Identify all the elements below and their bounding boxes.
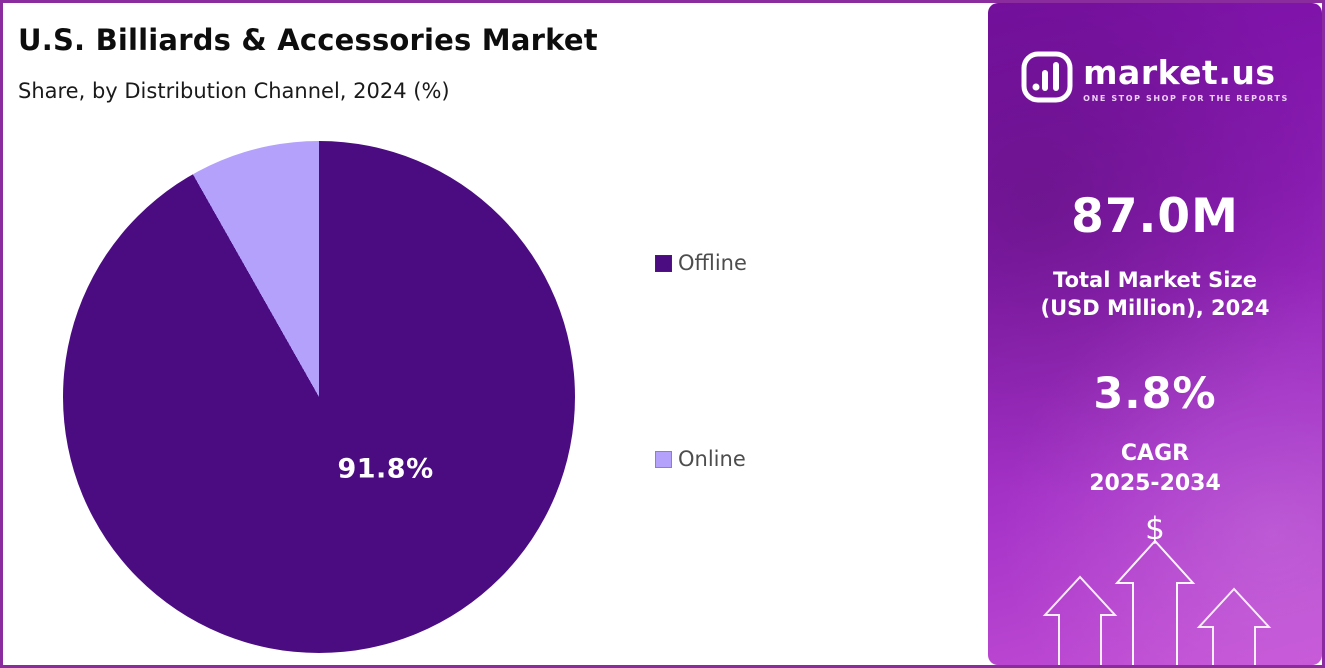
- page-title: U.S. Billiards & Accessories Market: [18, 23, 598, 57]
- market-size-label-line1: Total Market Size: [1053, 268, 1257, 292]
- pie-chart: 91.8%: [63, 141, 575, 653]
- cagr-label-line1: CAGR: [1120, 441, 1190, 466]
- market-size-value: 87.0M: [1071, 189, 1239, 244]
- stats-sidebar: market.us ONE STOP SHOP FOR THE REPORTS …: [988, 3, 1322, 665]
- chart-panel: U.S. Billiards & Accessories Market Shar…: [3, 3, 988, 665]
- dollar-icon: $: [1145, 511, 1165, 547]
- page-subtitle: Share, by Distribution Channel, 2024 (%): [18, 79, 450, 103]
- brand-logo: market.us ONE STOP SHOP FOR THE REPORTS: [988, 51, 1322, 107]
- market-size-label-line2: (USD Million), 2024: [1040, 296, 1270, 321]
- pie-data-label: 91.8%: [337, 453, 434, 485]
- cagr-label-line2: 2025-2034: [1089, 470, 1221, 496]
- brand-text: market.us ONE STOP SHOP FOR THE REPORTS: [1083, 56, 1289, 103]
- legend-label-online: Online: [678, 447, 746, 471]
- cagr-label: CAGR 2025-2034: [988, 439, 1322, 498]
- cagr-value: 3.8%: [1093, 369, 1217, 419]
- legend-item-offline: Offline: [655, 251, 747, 275]
- offline-swatch-icon: [655, 254, 672, 272]
- online-swatch-icon: [655, 450, 672, 468]
- legend-item-online: Online: [655, 447, 747, 471]
- brand-name: market.us: [1083, 52, 1276, 92]
- growth-arrows-icon: [1042, 539, 1272, 665]
- marketus-logo-icon: [1021, 51, 1073, 107]
- legend-label-offline: Offline: [678, 251, 747, 275]
- legend: Offline Online: [655, 251, 747, 471]
- market-size-label: Total Market Size (USD Million), 2024: [988, 266, 1322, 323]
- brand-tagline: ONE STOP SHOP FOR THE REPORTS: [1083, 93, 1289, 103]
